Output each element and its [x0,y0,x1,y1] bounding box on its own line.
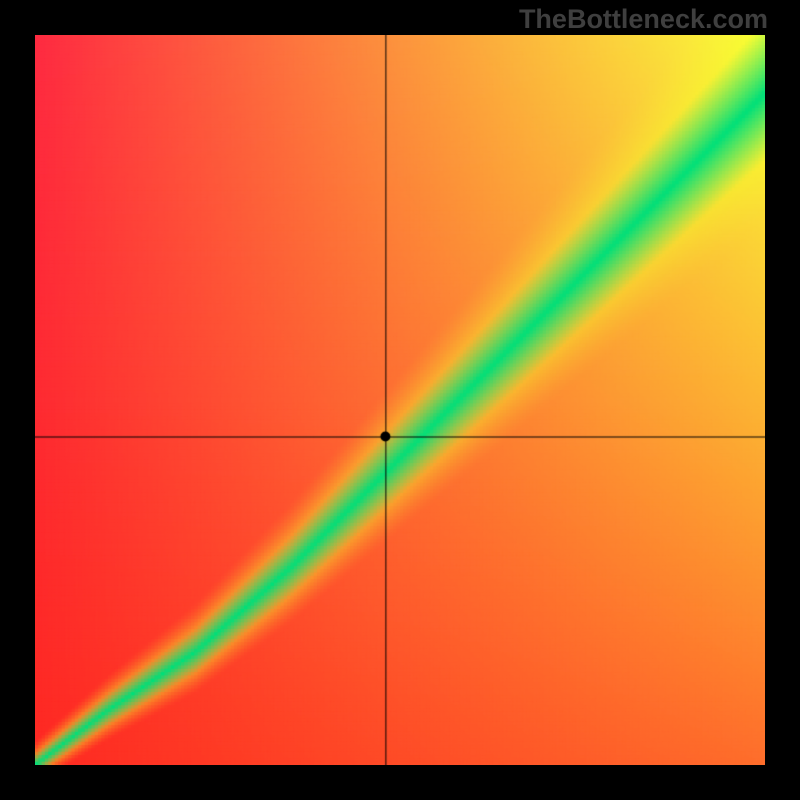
heatmap-plot [35,35,765,765]
heatmap-canvas [35,35,765,765]
watermark-text: TheBottleneck.com [519,4,768,35]
chart-frame: TheBottleneck.com [0,0,800,800]
